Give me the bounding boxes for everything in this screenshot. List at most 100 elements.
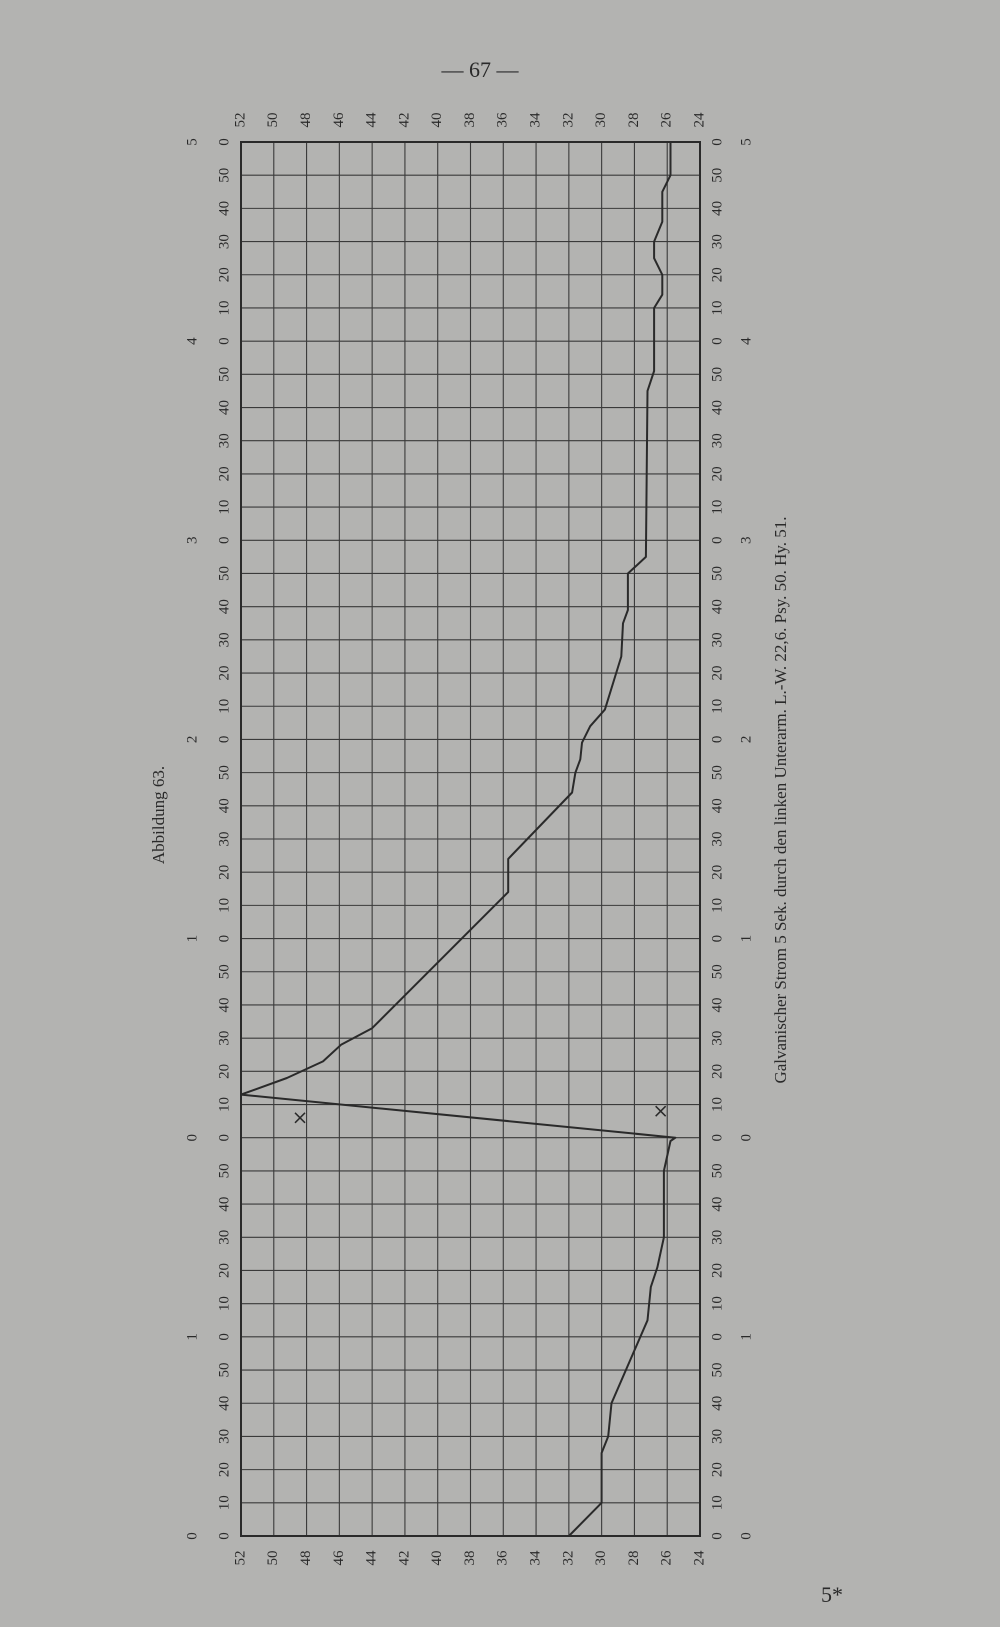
x-tick-label: 50 [709, 964, 725, 979]
x-tick-label: 0 [216, 1134, 232, 1142]
x-tick-label: 40 [216, 599, 232, 614]
x-tick-label: 10 [216, 898, 232, 913]
x-tick-label: 20 [709, 1064, 725, 1079]
x-tick-label: 30 [709, 1230, 725, 1245]
y-tick-label: 28 [626, 1551, 642, 1566]
minute-label: 1 [184, 935, 200, 943]
x-tick-label: 10 [709, 500, 725, 515]
y-tick-label: 46 [331, 1550, 347, 1566]
x-tick-label: 50 [216, 765, 232, 780]
x-tick-label: 50 [709, 168, 725, 183]
x-tick-label: 10 [216, 1296, 232, 1311]
x-tick-label: 0 [709, 935, 725, 943]
y-tick-label: 34 [528, 112, 544, 128]
minute-label: 2 [184, 736, 200, 744]
y-tick-label: 44 [364, 1550, 380, 1566]
x-tick-label: 40 [709, 1197, 725, 1212]
minute-label: 0 [738, 1532, 754, 1540]
x-tick-label: 20 [216, 267, 232, 282]
x-tick-label: 40 [216, 997, 232, 1012]
x-tick-label: 50 [216, 1363, 232, 1378]
x-tick-label: 10 [216, 1495, 232, 1510]
x-tick-label: 40 [216, 1197, 232, 1212]
x-tick-label: 0 [709, 138, 725, 146]
y-tick-label: 40 [429, 113, 445, 128]
y-tick-label: 32 [560, 113, 576, 128]
x-tick-label: 0 [709, 1333, 725, 1341]
x-tick-label: 0 [216, 1532, 232, 1540]
x-tick-label: 40 [216, 400, 232, 415]
x-tick-label: 20 [216, 1263, 232, 1278]
minute-label: 1 [184, 1333, 200, 1341]
x-tick-label: 30 [216, 433, 232, 448]
y-tick-label: 26 [659, 1550, 675, 1566]
minute-label: 0 [738, 1134, 754, 1142]
x-tick-label: 30 [709, 632, 725, 647]
y-tick-label: 24 [691, 1550, 707, 1566]
x-tick-label: 50 [216, 566, 232, 581]
x-tick-label: 0 [216, 537, 232, 545]
cross-marker [294, 1112, 306, 1124]
x-tick-label: 50 [709, 367, 725, 382]
cross-marker [655, 1105, 667, 1117]
y-tick-label: 42 [396, 113, 412, 128]
x-tick-label: 10 [709, 1495, 725, 1510]
plot-frame [240, 141, 701, 1537]
x-tick-label: 40 [709, 1396, 725, 1411]
y-tick-label: 32 [560, 1551, 576, 1566]
x-tick-label: 10 [216, 1097, 232, 1112]
x-tick-label: 40 [216, 1396, 232, 1411]
y-tick-label: 34 [528, 1550, 544, 1566]
x-tick-label: 40 [709, 997, 725, 1012]
y-tick-label: 48 [298, 1551, 314, 1566]
x-tick-label: 0 [709, 537, 725, 545]
x-tick-label: 20 [709, 1263, 725, 1278]
x-tick-label: 50 [709, 1163, 725, 1178]
x-tick-label: 50 [216, 964, 232, 979]
x-tick-label: 30 [709, 1031, 725, 1046]
minute-label: 5 [184, 138, 200, 146]
x-tick-label: 20 [216, 1462, 232, 1477]
x-tick-label: 10 [709, 699, 725, 714]
y-tick-label: 50 [265, 1551, 281, 1566]
x-tick-label: 50 [709, 566, 725, 581]
x-tick-label: 30 [216, 632, 232, 647]
x-tick-label: 20 [709, 666, 725, 681]
x-tick-label: 0 [216, 337, 232, 345]
minute-label: 2 [738, 736, 754, 744]
x-tick-label: 30 [216, 1230, 232, 1245]
x-tick-label: 0 [709, 337, 725, 345]
x-tick-label: 40 [709, 599, 725, 614]
x-tick-label: 0 [216, 1333, 232, 1341]
x-tick-label: 0 [216, 138, 232, 146]
x-tick-label: 0 [216, 935, 232, 943]
y-tick-label: 30 [593, 113, 609, 128]
y-tick-label: 52 [232, 1551, 248, 1566]
x-tick-label: 50 [216, 1163, 232, 1178]
x-tick-label: 10 [216, 300, 232, 315]
y-tick-label: 30 [593, 1551, 609, 1566]
x-tick-label: 0 [709, 736, 725, 744]
x-tick-label: 30 [216, 234, 232, 249]
x-tick-label: 30 [709, 433, 725, 448]
minute-label: 1 [738, 1333, 754, 1341]
minute-label: 3 [738, 537, 754, 545]
chart-title: Abbildung 63. [149, 766, 168, 864]
y-tick-label: 36 [495, 112, 511, 128]
x-tick-label: 40 [216, 201, 232, 216]
y-tick-label: 38 [462, 113, 478, 128]
x-tick-label: 40 [709, 400, 725, 415]
x-tick-label: 30 [709, 1429, 725, 1444]
y-tick-label: 26 [659, 112, 675, 128]
y-tick-label: 24 [691, 112, 707, 128]
page-number: — 67 — [441, 57, 520, 82]
chart-caption: Galvanischer Strom 5 Sek. durch den link… [771, 516, 790, 1083]
y-tick-label: 50 [265, 113, 281, 128]
x-tick-label: 10 [709, 300, 725, 315]
x-tick-label: 20 [709, 1462, 725, 1477]
x-tick-label: 0 [709, 1134, 725, 1142]
x-tick-label: 20 [216, 1064, 232, 1079]
x-tick-label: 40 [709, 798, 725, 813]
